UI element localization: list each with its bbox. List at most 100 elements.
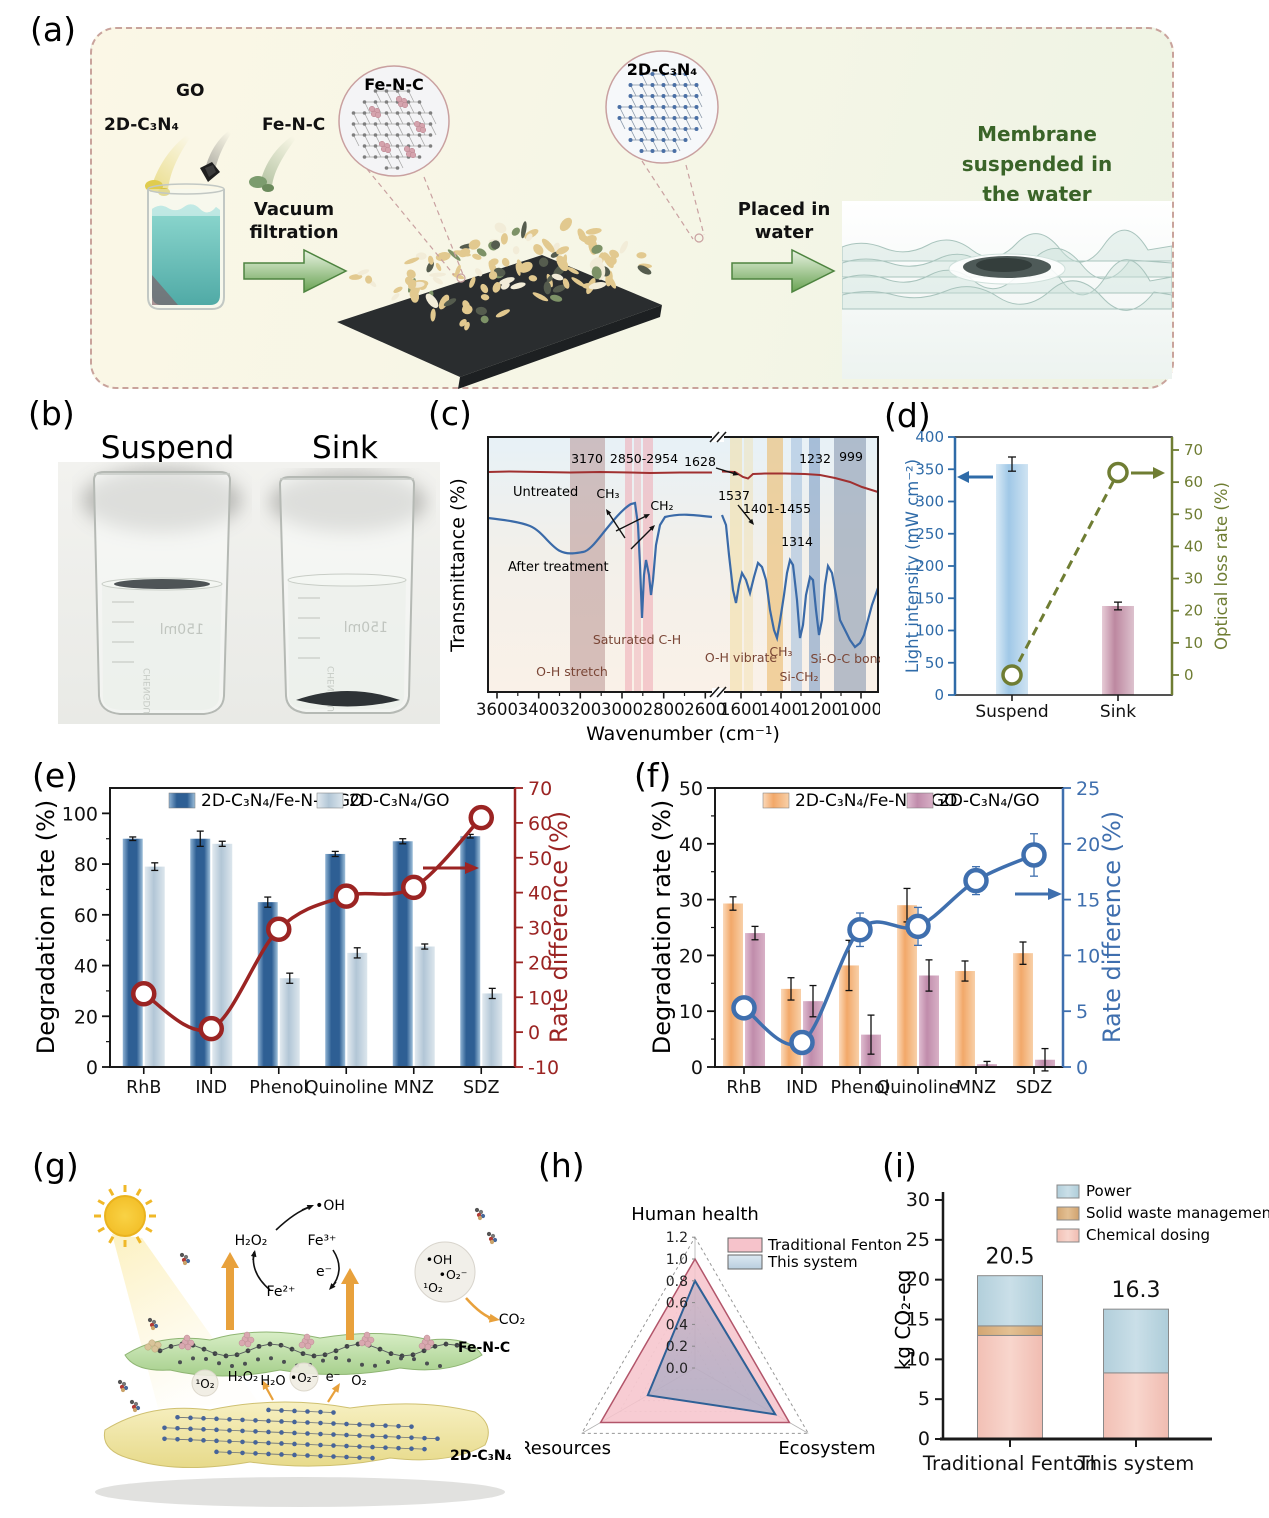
lattice-dot [240,1417,245,1423]
lattice-link [641,128,648,141]
flake [512,246,520,255]
lattice-dot [628,116,633,120]
lattice-dot [175,1426,180,1431]
data-point [266,916,292,942]
go-splash-facet [205,165,216,177]
lattice-dot [279,1419,284,1424]
data-point [1001,664,1023,686]
fe-cluster [423,1334,431,1342]
lattice-link [364,123,371,136]
flake [464,321,470,331]
lattice-link [364,101,371,114]
fe-cluster [384,146,392,154]
flake [516,259,523,270]
lattice-dot [650,116,655,120]
arrow-head [643,514,650,519]
lattice-dot [305,1409,310,1414]
x-tick-label: 3400 [518,700,560,719]
lattice-dot [279,1430,284,1435]
peak-annotations: 3170 2850-2954 1628 1537 1401-1455 1314 … [571,449,863,549]
lattice-dot [305,1420,310,1425]
bar [723,903,743,1067]
pollutant-molecule [489,1239,495,1245]
flake [410,289,420,303]
flake [589,257,603,270]
bar [460,836,481,1067]
category-label: MNZ [956,1078,996,1098]
lattice-dot [373,122,378,126]
lattice-link [397,156,404,169]
legend-label-waste: Solid waste management [1086,1204,1269,1222]
lattice-dot [628,138,633,142]
inset-fenc: Fe-N-C [338,65,450,177]
lattice-dot [266,1440,271,1446]
arrow-line [737,504,753,524]
molecule-dot [223,1353,229,1359]
plot-area [996,456,1134,695]
lattice-link [386,156,393,169]
flake [430,308,436,322]
lattice-dot [661,94,666,98]
inset1-title: Fe-N-C [364,75,424,94]
step2-label: Placed in water [737,199,831,243]
molecule-dot [347,1358,351,1363]
flake [443,298,457,307]
lattice-link [419,101,426,114]
lattice-dot [373,144,378,148]
lattice-dot [253,1440,258,1445]
tick-label: 30 [679,890,703,912]
lattice-dot [214,1438,219,1444]
arrow-line [607,511,626,539]
lattice-dot [373,100,378,104]
molecule-dot [454,1342,460,1348]
lattice-dot [351,111,356,115]
flake [435,251,451,262]
tick-label: 20 [679,945,703,967]
stack-segment [1103,1372,1169,1440]
connector-dot [694,233,704,243]
flake [480,294,490,301]
svg-text:e⁻: e⁻ [316,1264,332,1280]
untreated-curve [487,470,712,475]
lattice-link [674,73,681,86]
legend: Power Solid waste management Chemical do… [1056,1182,1269,1244]
brand-marking: CHENGDU [143,668,153,714]
bar [414,946,435,1067]
flake [435,262,442,271]
beaker-suspend: 150ml CHENGDU [82,468,242,715]
lattice-link [386,101,393,114]
molecule-dot [438,1364,442,1368]
pollutant-molecule [478,1209,484,1215]
tick-label: 400 [915,428,944,446]
flake [556,246,570,255]
arrow-line [630,526,654,550]
lattice-link [674,95,681,108]
mechanism-scheme: •OH H₂O₂ Fe³⁺ e⁻ Fe²⁺ •OH •O₂⁻ ¹O₂ CO₂ F… [94,1185,525,1507]
panel-e-letter: (e) [32,756,79,795]
chart-lca-radar: 0.0 0.2 0.4 0.6 0.8 1.0 1.2 Human health Ecosy… [525,1204,902,1459]
ingredient-splashes [145,126,302,196]
pollutant-molecule [117,1379,123,1385]
tick-label: 0 [691,1057,703,1079]
lattice-link [685,128,692,141]
lattice-dot [362,100,367,104]
lattice-dot [650,83,655,87]
floating-membrane [114,579,210,589]
category-label: IND [786,1078,818,1098]
svg-text:1232: 1232 [799,451,831,466]
lattice-dot [318,1442,323,1448]
lattice-dot [406,122,411,126]
lattice-dot [409,1446,414,1451]
svg-text:999: 999 [839,449,863,464]
y-axis-title-right: Optical loss rate (%) [1212,482,1231,650]
svg-text:¹O₂: ¹O₂ [195,1377,214,1391]
tick-label: 70 [1184,441,1203,459]
flake [472,253,482,260]
lattice-dot [357,1433,362,1438]
flake [453,250,471,257]
pollutant-molecule [132,1407,138,1413]
lattice-link [630,128,637,141]
volume-marking: 150ml [344,620,388,636]
lattice-link [364,134,371,147]
